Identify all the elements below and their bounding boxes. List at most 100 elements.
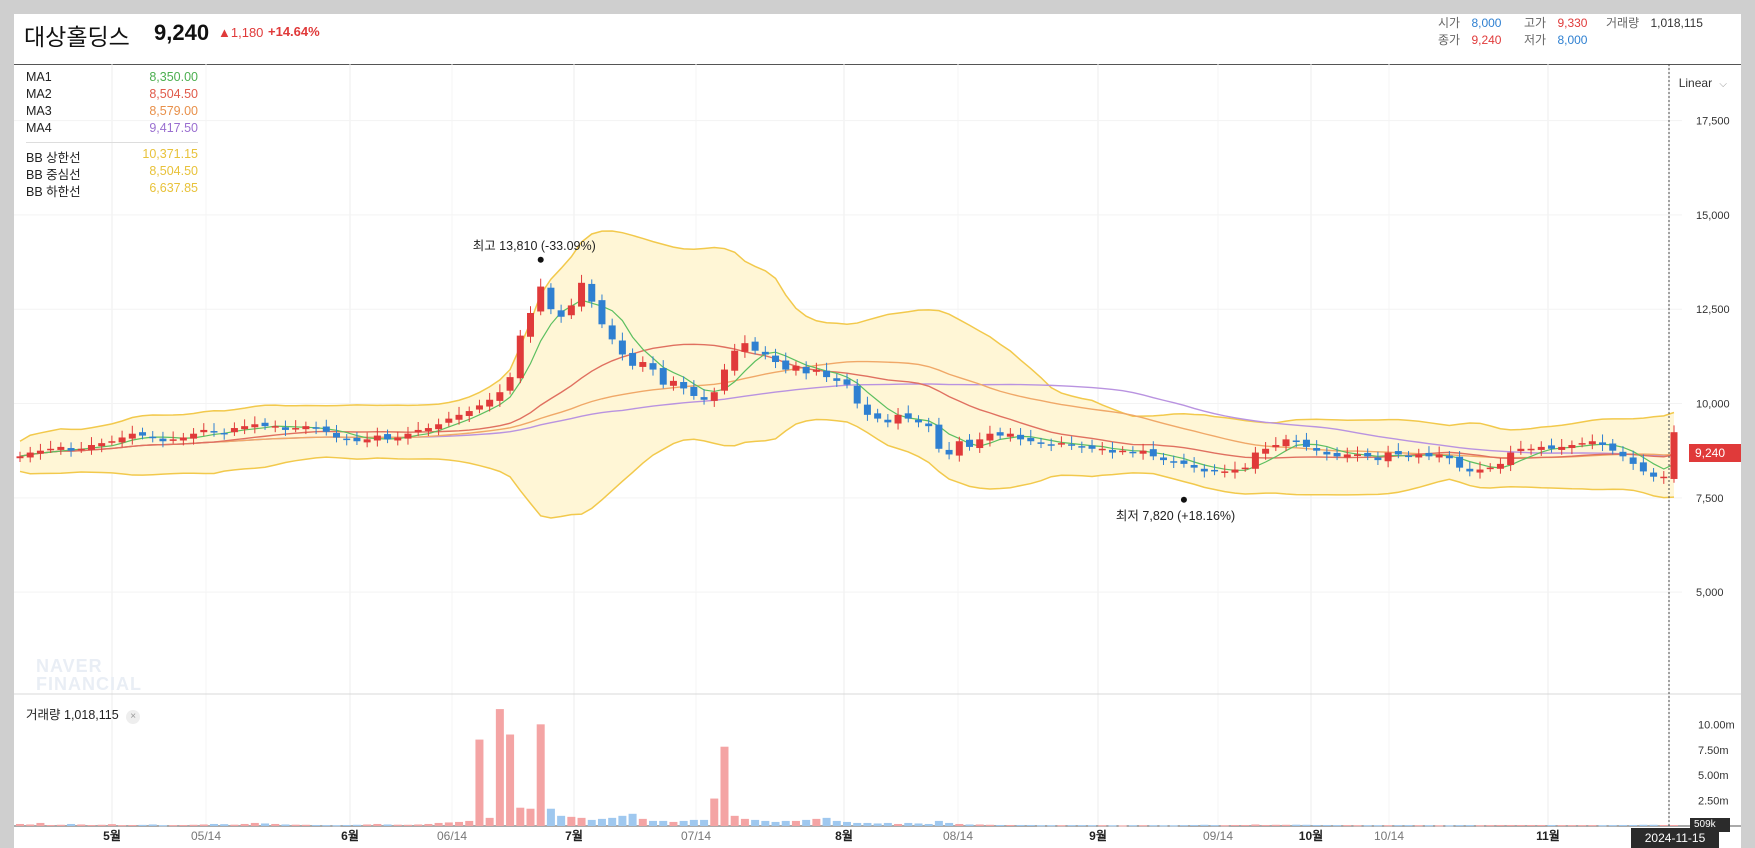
- candle-body: [1384, 452, 1392, 462]
- volume-bar: [608, 817, 617, 826]
- legend-ma3: MA3 8,579.00: [26, 104, 198, 118]
- volume-bar: [158, 825, 167, 827]
- volume-bar: [1578, 825, 1587, 827]
- volume-panel-label: 거래량 1,018,115 ×: [26, 704, 141, 724]
- candle-body: [251, 424, 259, 428]
- volume-bar: [1527, 824, 1536, 826]
- candle-body: [435, 424, 443, 430]
- volume-bar: [1455, 825, 1464, 827]
- candle-body: [1119, 450, 1127, 453]
- candle-body: [465, 411, 473, 416]
- candle-body: [547, 287, 555, 310]
- ohlc-high: 고가 9,330: [1524, 14, 1587, 31]
- candle-body: [516, 335, 524, 379]
- price-chart[interactable]: 5월 05/14 6월 06/14 7월 07/14 8월 08/14 9월 09/14 10월 10…: [14, 14, 1741, 848]
- volume-bar: [403, 824, 412, 826]
- volume-bar: [393, 824, 402, 826]
- volume-bar: [1159, 825, 1168, 827]
- volume-bar: [1088, 825, 1097, 827]
- candle-body: [1068, 444, 1076, 446]
- candle-body: [761, 351, 769, 355]
- volume-bar: [1333, 825, 1342, 827]
- candle-body: [455, 414, 463, 420]
- volume-bar: [894, 823, 903, 826]
- candle-body: [1333, 452, 1341, 457]
- volume-bar: [1118, 825, 1127, 827]
- candle-body: [1282, 439, 1290, 447]
- candle-body: [384, 434, 392, 440]
- candle-body: [1139, 450, 1147, 454]
- candle-body: [486, 399, 494, 407]
- volume-panel-value: 1,018,115: [64, 708, 119, 722]
- candle-body: [1313, 448, 1321, 451]
- volume-tick-label: 10.00m: [1698, 719, 1735, 731]
- candle-body: [1047, 444, 1055, 446]
- candle-body: [537, 286, 545, 312]
- quote-header: 대상홀딩스 9,240 ▲1,180 +14.64% 시가 8,000 고가 9…: [14, 14, 1741, 65]
- chevron-down-icon: ⌵: [1719, 79, 1727, 90]
- candle-body: [241, 426, 249, 430]
- volume-bar: [118, 825, 127, 827]
- candle-body: [496, 392, 504, 401]
- volume-bar: [1077, 825, 1086, 827]
- y-tick-label: 7,500: [1696, 493, 1724, 505]
- volume-bar: [1190, 824, 1199, 826]
- volume-bar: [751, 819, 760, 826]
- high-annotation: 최고 13,810 (-33.09%): [473, 239, 596, 253]
- x-tick-label: 10/14: [1374, 829, 1404, 843]
- candle-body: [955, 441, 963, 456]
- volume-bar: [1047, 825, 1056, 827]
- volume-bar: [761, 820, 770, 826]
- y-tick-label: 17,500: [1696, 116, 1730, 128]
- volume-bar: [1424, 825, 1433, 827]
- price-change: ▲1,180: [218, 25, 264, 40]
- volume-bar: [1394, 825, 1403, 827]
- volume-bar: [312, 824, 321, 826]
- volume-bar: [1261, 824, 1270, 826]
- candle-body: [914, 419, 922, 423]
- volume-bar: [1343, 825, 1352, 827]
- legend-ma1: MA1 8,350.00: [26, 70, 198, 84]
- candle-body: [1558, 446, 1566, 450]
- volume-bar: [209, 823, 218, 826]
- volume-bar: [301, 824, 310, 826]
- candle-body: [16, 456, 24, 459]
- candle-body: [588, 283, 596, 302]
- volume-bar: [414, 824, 423, 826]
- candle-body: [220, 432, 228, 435]
- volume-bar: [955, 823, 964, 826]
- volume-bar: [1026, 824, 1035, 826]
- volume-bar: [618, 815, 627, 826]
- candle-body: [1364, 452, 1372, 457]
- volume-bar: [516, 807, 525, 826]
- candle-body: [751, 341, 759, 351]
- candle-body: [36, 450, 44, 454]
- candle-body: [1466, 468, 1474, 472]
- volume-bar: [730, 815, 739, 826]
- candle-body: [1170, 461, 1178, 463]
- volume-bar: [1230, 824, 1239, 826]
- volume-bar: [1659, 824, 1668, 826]
- candle-body: [1017, 434, 1025, 440]
- candle-body: [57, 446, 65, 450]
- volume-bar: [179, 824, 188, 826]
- legend-bb-lower: BB 하한선 6,637.85: [26, 181, 198, 199]
- volume-bar: [230, 824, 239, 826]
- volume-bar: [669, 821, 678, 826]
- volume-bar: [107, 824, 116, 826]
- scale-selector[interactable]: Linear ⌵: [1679, 76, 1727, 90]
- volume-bar: [873, 823, 882, 826]
- volume-bar: [291, 824, 300, 826]
- volume-bar: [169, 825, 178, 827]
- candle-body: [710, 392, 718, 401]
- volume-bar: [1200, 824, 1209, 826]
- volume-bar: [1476, 825, 1485, 827]
- candle-body: [1262, 448, 1270, 454]
- volume-bar: [26, 824, 35, 826]
- close-icon[interactable]: ×: [126, 710, 141, 724]
- candle-body: [128, 433, 136, 439]
- x-tick-label: 5월: [103, 828, 121, 843]
- volume-bar: [1435, 825, 1444, 827]
- volume-bar: [495, 709, 504, 826]
- volume-bar: [843, 821, 851, 826]
